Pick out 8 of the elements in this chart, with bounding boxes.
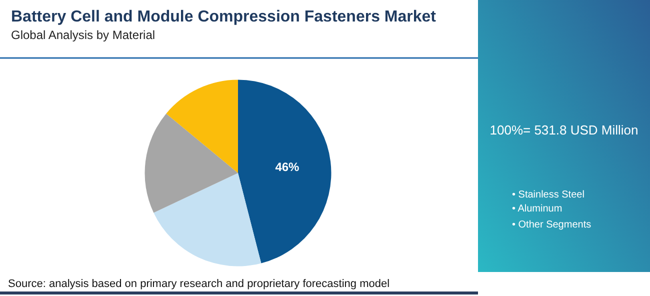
text: • Aluminum [512,204,562,214]
source-note: Source: analysis based on primary research and proprietary forecasting model [8,278,390,290]
text: • Stainless Steel [512,190,584,200]
chart-title: Battery Cell and Module Compression Fasteners Market [11,8,437,26]
chart-subtitle: Global Analysis by Material [11,28,156,42]
data-label: 46% [275,160,300,174]
text: 100%= 531.8 USD Million [490,122,638,138]
text: • Other Segments [512,220,592,230]
